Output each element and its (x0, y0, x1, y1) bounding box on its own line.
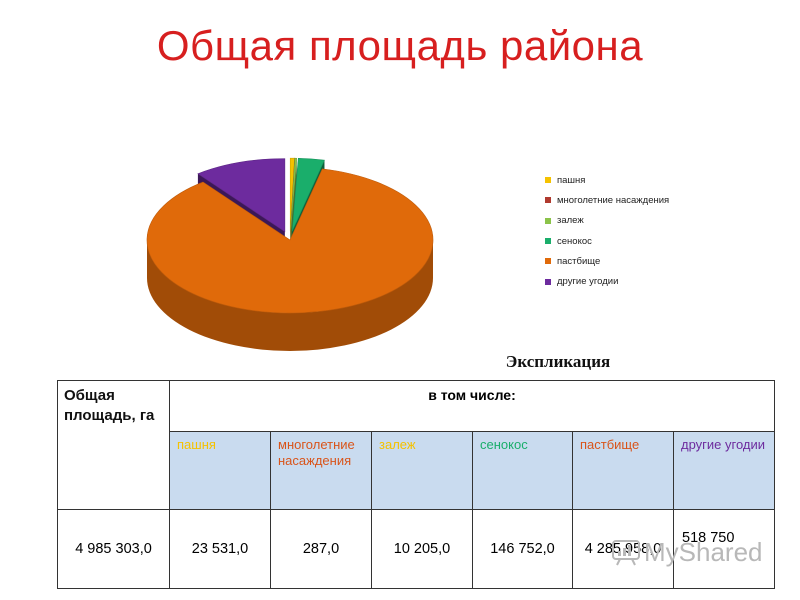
slide-title: Общая площадь района (156, 22, 644, 69)
category-cell: пашня (169, 431, 271, 510)
legend-item: залеж (545, 211, 669, 231)
legend-swatch (545, 238, 551, 245)
value-cell: 4 285 958,0 (572, 509, 674, 589)
legend-label: пашня (557, 174, 586, 186)
category-row: пашня многолетние насаждения залеж сенок… (58, 431, 775, 510)
category-cell: многолетние насаждения (270, 431, 372, 510)
pie-slice: сенокос (291, 158, 325, 232)
watermark: MyShared (612, 537, 763, 568)
legend-label: залеж (557, 215, 584, 227)
legend-item: другие угодии (545, 271, 669, 291)
explication-table: Общая площадь, га в том числе: пашня мно… (57, 380, 775, 589)
category-cell: залеж (371, 431, 473, 510)
legend-swatch (545, 217, 551, 224)
value-cell: 146 752,0 (472, 509, 573, 589)
explication-heading: Экспликация (505, 352, 611, 371)
watermark-text: MyShared (644, 537, 763, 567)
legend-swatch (545, 177, 551, 184)
pie-slice: другие угодии (197, 158, 286, 233)
legend-swatch (545, 278, 551, 285)
legend-item: сенокос (545, 231, 669, 251)
legend-item: пашня (545, 170, 669, 190)
pie-slice: залеж (290, 157, 298, 232)
legend-swatch (545, 197, 551, 204)
total-area-header: Общая площадь, га (57, 380, 170, 510)
pie-slice: пастбище (146, 168, 434, 314)
legend-item: пастбище (545, 251, 669, 271)
pie-slice-side (147, 240, 433, 351)
legend-label: пастбище (557, 255, 601, 267)
category-cell: сенокос (472, 431, 573, 510)
value-cell: 4 985 303,0 (57, 509, 170, 589)
value-cell: 23 531,0 (169, 509, 271, 589)
value-cell: 518 750 (673, 509, 775, 589)
value-cell: 10 205,0 (371, 509, 473, 589)
table-header-row: Общая площадь, га в том числе: (57, 380, 775, 510)
category-cell: другие угодии (673, 431, 775, 510)
chart-legend: пашня многолетние насаждения залеж сенок… (545, 170, 669, 292)
value-cell: 287,0 (270, 509, 372, 589)
category-cell: пастбище (572, 431, 674, 510)
legend-label: другие угодии (557, 276, 619, 288)
legend-label: сенокос (557, 235, 592, 247)
legend-item: многолетние насаждения (545, 190, 669, 210)
including-header: в том числе: (169, 380, 775, 432)
values-row: 4 985 303,0 23 531,0 287,0 10 205,0 146 … (57, 509, 775, 589)
legend-label: многолетние насаждения (557, 194, 670, 206)
legend-swatch (545, 258, 551, 265)
myshared-logo-icon (612, 539, 640, 565)
